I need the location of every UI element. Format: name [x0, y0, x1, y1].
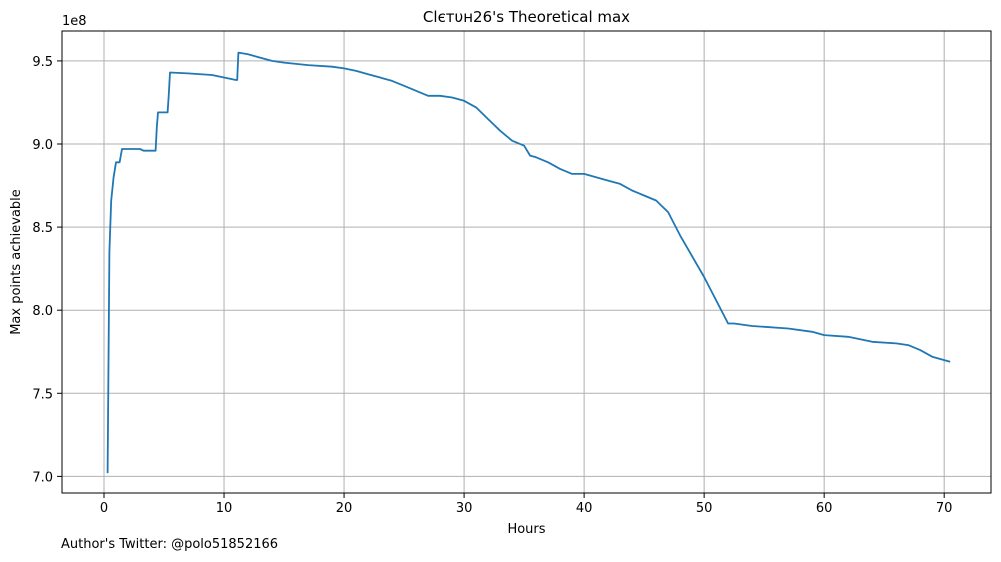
x-tick-label: 30 [456, 501, 473, 516]
x-axis-label: Hours [507, 522, 545, 537]
x-tick-label: 0 [100, 501, 108, 516]
y-tick-label: 7.5 [32, 387, 53, 402]
series-layer [106, 51, 951, 474]
y-tick-label: 9.0 [32, 138, 53, 153]
chart-title: Clєтυн26's Theoretical max [423, 8, 630, 26]
series-line [106, 51, 951, 474]
y-tick-label: 8.5 [32, 221, 53, 236]
x-tick-label: 10 [216, 501, 233, 516]
y-tick-label: 8.0 [32, 304, 53, 319]
tick-layer: 0 10 20 30 40 50 60 70 7.0 7.5 8.0 8.5 9.0 9.5 [32, 55, 952, 516]
line-chart: 0 10 20 30 40 50 60 70 7.0 7.5 8.0 8.5 9.0 9.5 Clєтυн… [9, 8, 992, 537]
x-tick-label: 20 [336, 501, 353, 516]
author-footnote: Author's Twitter: @polo51852166 [61, 537, 279, 552]
x-tick-label: 70 [936, 501, 953, 516]
grid-lines [62, 31, 991, 493]
x-tick-label: 60 [816, 501, 833, 516]
y-axis-label: Max points achievable [9, 189, 24, 335]
y-tick-label: 9.5 [32, 55, 53, 70]
x-tick-label: 50 [696, 501, 713, 516]
y-tick-label: 7.0 [32, 470, 53, 485]
plot-frame [61, 30, 992, 494]
x-tick-label: 40 [576, 501, 593, 516]
y-offset-label: 1e8 [62, 14, 87, 29]
